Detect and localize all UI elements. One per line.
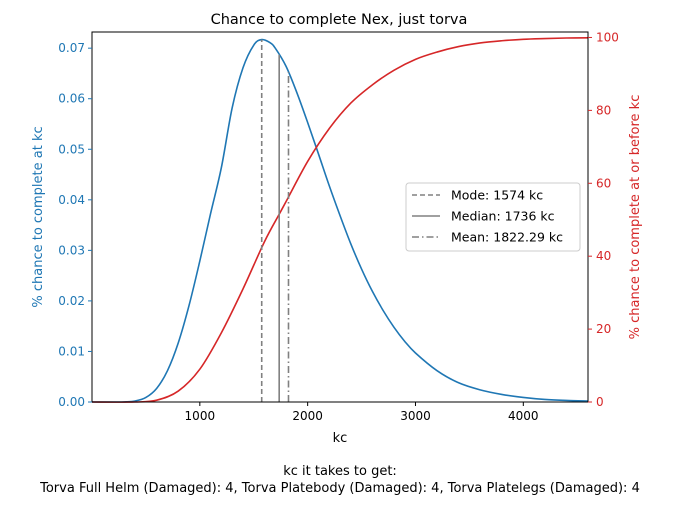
footer-line-2: Torva Full Helm (Damaged): 4, Torva Plat… xyxy=(39,481,640,496)
left-tick-label: 0.05 xyxy=(58,142,85,156)
right-tick-label: 80 xyxy=(596,103,611,117)
x-tick-label: 4000 xyxy=(508,409,539,423)
x-tick-label: 1000 xyxy=(185,409,216,423)
legend-label: Mean: 1822.29 kc xyxy=(451,230,563,245)
chart-title: Chance to complete Nex, just torva xyxy=(211,12,468,28)
left-tick-label: 0.00 xyxy=(58,395,85,409)
left-tick-label: 0.03 xyxy=(58,243,85,257)
legend: Mode: 1574 kc Median: 1736 kc Mean: 1822.2… xyxy=(405,182,581,252)
right-tick-label: 60 xyxy=(596,176,611,190)
right-tick-label: 20 xyxy=(596,322,611,336)
cdf-series-line xyxy=(91,37,589,403)
series-lines xyxy=(91,37,589,403)
x-axis-label: kc xyxy=(333,431,348,446)
legend-box xyxy=(405,182,581,252)
pdf-series-line xyxy=(91,38,589,403)
right-tick-label: 100 xyxy=(596,30,619,44)
x-tick-label: 2000 xyxy=(292,409,323,423)
right-tick-label: 40 xyxy=(596,249,611,263)
left-tick-label: 0.04 xyxy=(58,193,85,207)
plot-frame xyxy=(91,31,589,403)
right-axis-ticks: 0 20 40 60 80 100 xyxy=(588,30,619,409)
marker-lines xyxy=(260,39,290,402)
right-tick-label: 0 xyxy=(596,395,604,409)
left-axis-label: % chance to complete at kc xyxy=(31,126,46,307)
left-tick-label: 0.07 xyxy=(58,41,85,55)
legend-label: Mode: 1574 kc xyxy=(451,188,543,203)
x-axis-ticks: 1000 2000 3000 4000 xyxy=(185,402,539,423)
right-axis-label: % chance to complete at or before kc xyxy=(628,95,643,340)
left-tick-label: 0.02 xyxy=(58,294,85,308)
left-tick-label: 0.01 xyxy=(58,344,85,358)
legend-label: Median: 1736 kc xyxy=(451,209,555,224)
footer-line-1: kc it takes to get: xyxy=(283,464,397,479)
left-axis-ticks: 0.00 0.01 0.02 0.03 0.04 0.05 0.06 0.07 xyxy=(58,41,92,409)
left-tick-label: 0.06 xyxy=(58,92,85,106)
x-tick-label: 3000 xyxy=(400,409,431,423)
